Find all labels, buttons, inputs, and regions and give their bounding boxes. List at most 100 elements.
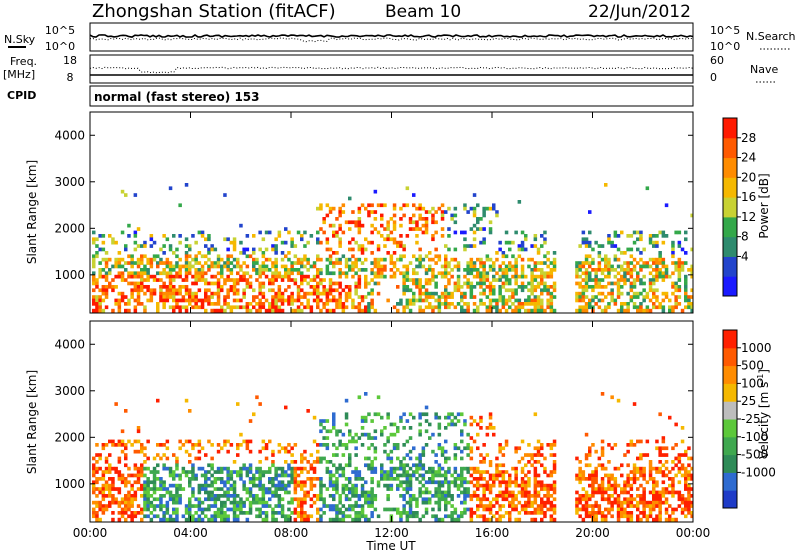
range-cell [370, 230, 374, 235]
range-cell [239, 298, 243, 303]
range-cell [428, 251, 432, 255]
range-cell [284, 514, 288, 519]
range-cell [188, 247, 192, 252]
range-cell [645, 453, 650, 457]
range-cell [648, 477, 653, 481]
range-cell [245, 278, 250, 282]
range-cell [133, 234, 138, 238]
range-cell [312, 483, 317, 488]
range-cell [354, 288, 358, 293]
range-cell [616, 285, 621, 289]
range-cell [543, 285, 547, 289]
range-cell [290, 298, 294, 303]
range-cell [677, 470, 682, 474]
range-cell [312, 494, 317, 498]
range-cell [412, 193, 416, 197]
range-cell [341, 466, 346, 471]
range-cell [447, 487, 451, 491]
range-cell [495, 251, 499, 255]
range-cell [360, 223, 365, 228]
range-cell [280, 308, 285, 313]
range-cell [274, 494, 278, 498]
range-cell [671, 244, 675, 248]
range-cell [92, 487, 96, 491]
range-cell [242, 480, 246, 485]
range-cell [306, 281, 310, 286]
range-cell [335, 305, 339, 310]
range-cell [652, 497, 656, 502]
range-cell [284, 227, 288, 231]
range-cell [620, 278, 624, 282]
range-cell [188, 291, 192, 296]
range-cell [431, 466, 435, 471]
range-cell [479, 278, 483, 282]
range-cell [367, 210, 371, 214]
range-cell [175, 514, 179, 519]
range-cell [690, 271, 693, 276]
range-cell [421, 463, 426, 468]
range-cell [220, 517, 224, 522]
range-cell [476, 480, 480, 485]
range-cell [648, 460, 653, 464]
range-cell [469, 446, 474, 451]
range-cell [261, 446, 266, 451]
range-cell [140, 507, 144, 512]
range-cell [124, 302, 128, 306]
range-cell [149, 500, 154, 505]
range-cell [463, 274, 467, 279]
range-cell [284, 271, 288, 276]
range-cell [530, 285, 534, 289]
range-cell [348, 295, 352, 299]
range-cell [162, 453, 166, 457]
range-cell [408, 288, 413, 293]
range-cell [303, 254, 307, 259]
range-cell [434, 261, 438, 265]
range-cell [236, 288, 240, 293]
range-cell [549, 285, 554, 289]
range-cell [460, 285, 464, 289]
range-cell [488, 220, 493, 225]
range-cell [168, 291, 173, 296]
range-cell [469, 449, 474, 454]
range-cell [424, 305, 429, 310]
range-cell [514, 261, 518, 265]
range-cell [136, 426, 141, 430]
range-cell [396, 257, 400, 262]
range-cell [677, 295, 682, 299]
range-cell [290, 278, 294, 282]
range-cell [300, 456, 304, 461]
range-cell [652, 257, 656, 262]
range-cell [460, 483, 464, 488]
range-cell [584, 240, 589, 245]
range-cell [533, 302, 538, 306]
range-cell [597, 504, 602, 508]
range-cell [274, 274, 278, 279]
range-cell [319, 497, 323, 502]
range-cell [175, 511, 179, 515]
range-cell [130, 483, 134, 488]
range-cell [280, 511, 285, 515]
range-cell [680, 261, 685, 265]
range-cell [348, 504, 352, 508]
range-cell [364, 247, 368, 252]
range-cell [92, 274, 96, 279]
range-cell [264, 247, 269, 252]
range-cell [261, 251, 266, 255]
range-cell [245, 281, 250, 286]
range-cell [536, 302, 541, 306]
range-cell [418, 257, 422, 262]
range-cell [348, 291, 352, 296]
range-cell [146, 285, 150, 289]
range-cell [178, 439, 182, 444]
range-cell [98, 295, 102, 299]
range-cell [101, 257, 106, 262]
range-cell [143, 487, 147, 491]
range-cell [354, 511, 358, 515]
range-cell [284, 483, 288, 488]
range-cell [140, 244, 144, 248]
range-cell [354, 257, 358, 262]
range-cell [239, 473, 243, 478]
range-cell [220, 494, 224, 498]
x-axis-ticks: 00:00 04:00 08:00 12:00 16:00 20:00 00:00 [73, 112, 710, 540]
range-cell [604, 497, 608, 502]
